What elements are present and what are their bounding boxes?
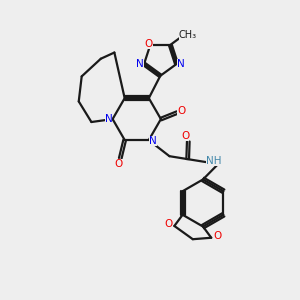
Text: O: O xyxy=(177,106,186,116)
Text: O: O xyxy=(164,220,172,230)
Text: N: N xyxy=(136,59,144,69)
Text: NH: NH xyxy=(206,156,222,166)
Text: N: N xyxy=(105,114,112,124)
Text: O: O xyxy=(181,131,190,141)
Text: CH₃: CH₃ xyxy=(179,30,197,40)
Text: O: O xyxy=(213,231,221,241)
Text: N: N xyxy=(149,136,157,146)
Text: O: O xyxy=(145,39,153,49)
Text: O: O xyxy=(115,159,123,169)
Text: N: N xyxy=(176,59,184,69)
